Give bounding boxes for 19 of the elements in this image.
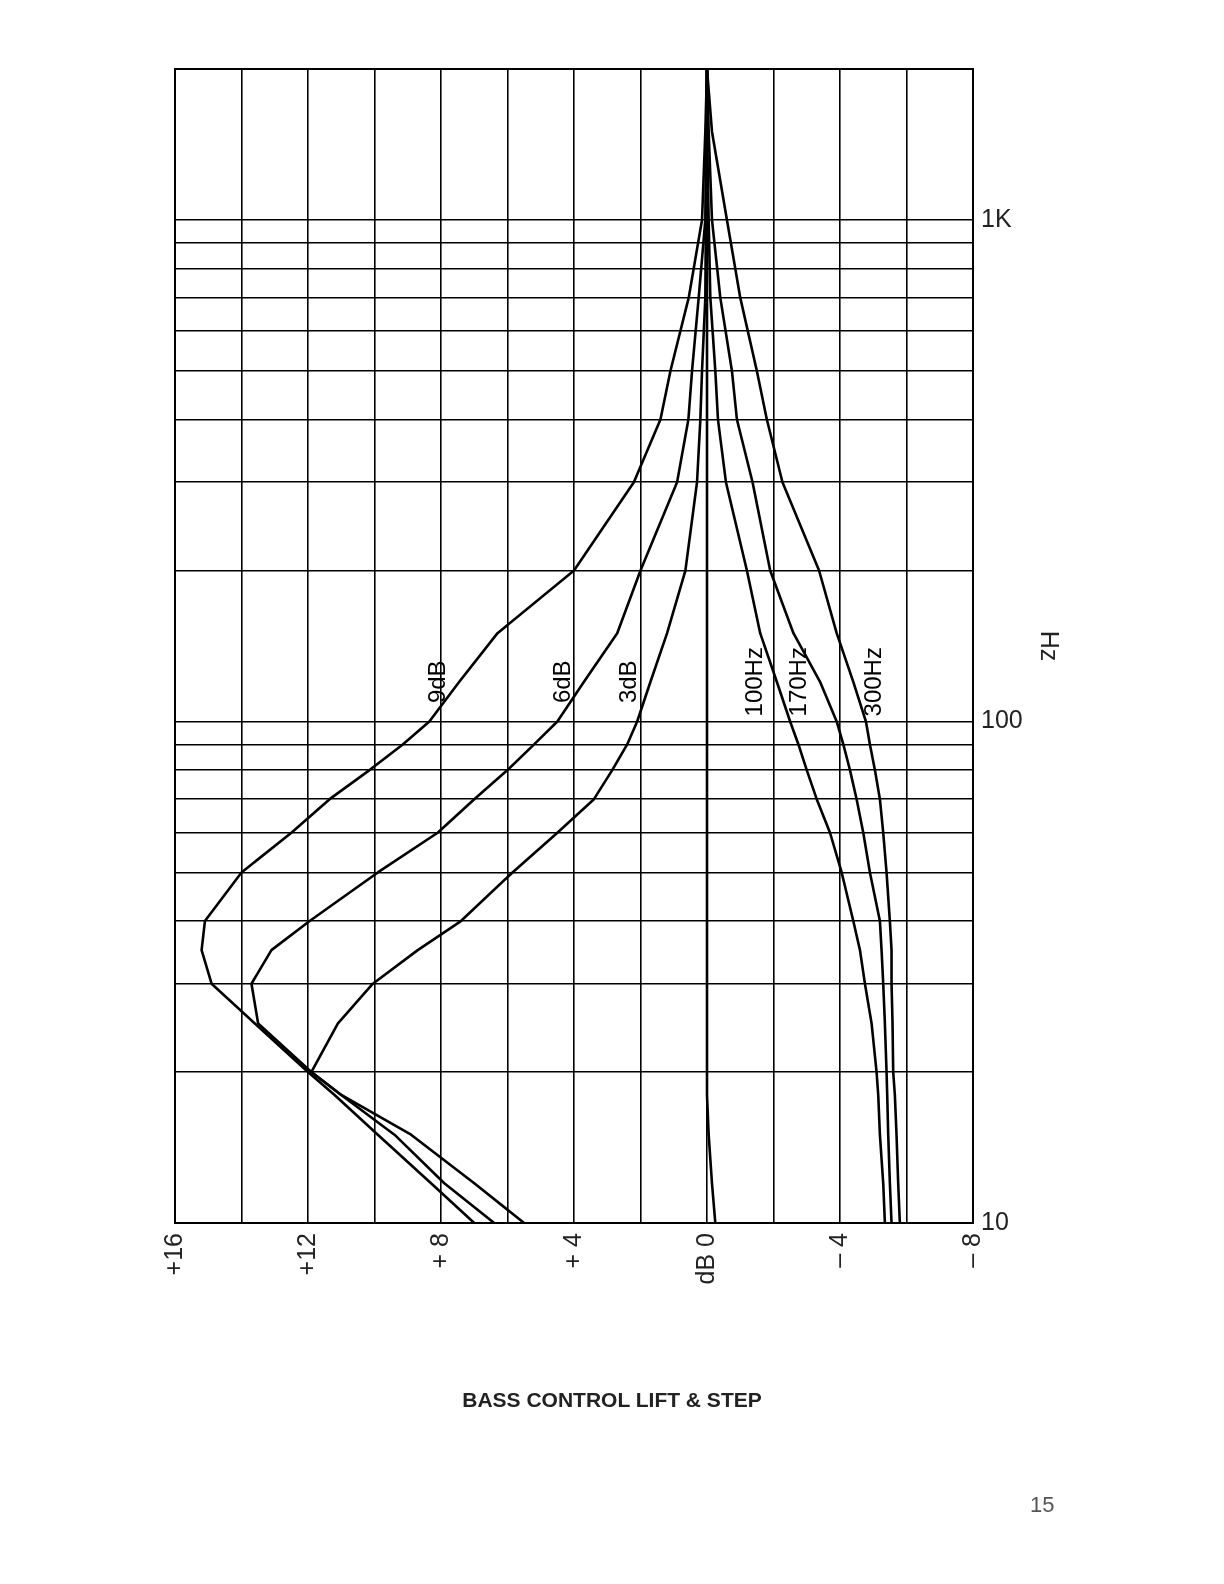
text: 300Hz: [858, 647, 886, 717]
y-axis-title: Hz: [1036, 630, 1065, 662]
y-tick-label: 10: [981, 1206, 1009, 1235]
text: 9dB: [422, 660, 450, 704]
x-tick-label: – 4: [823, 1232, 852, 1268]
text: 100Hz: [740, 647, 768, 717]
text: 6dB: [547, 660, 575, 704]
x-tick-label: + 4: [557, 1232, 586, 1269]
x-tick-label: + 8: [424, 1233, 453, 1269]
text: 3dB: [614, 660, 642, 704]
y-tick-label: 100: [981, 705, 1023, 734]
text: 15: [1030, 1492, 1055, 1518]
text: 170Hz: [783, 647, 811, 717]
text: BASS CONTROL LIFT & STEP: [461, 1388, 763, 1412]
x-tick-label: +12: [291, 1233, 320, 1276]
x-tick-label: dB 0: [690, 1233, 719, 1285]
y-tick-label: 1K: [981, 203, 1012, 232]
x-tick-label: +16: [158, 1233, 187, 1276]
x-tick-label: – 8: [956, 1233, 985, 1268]
